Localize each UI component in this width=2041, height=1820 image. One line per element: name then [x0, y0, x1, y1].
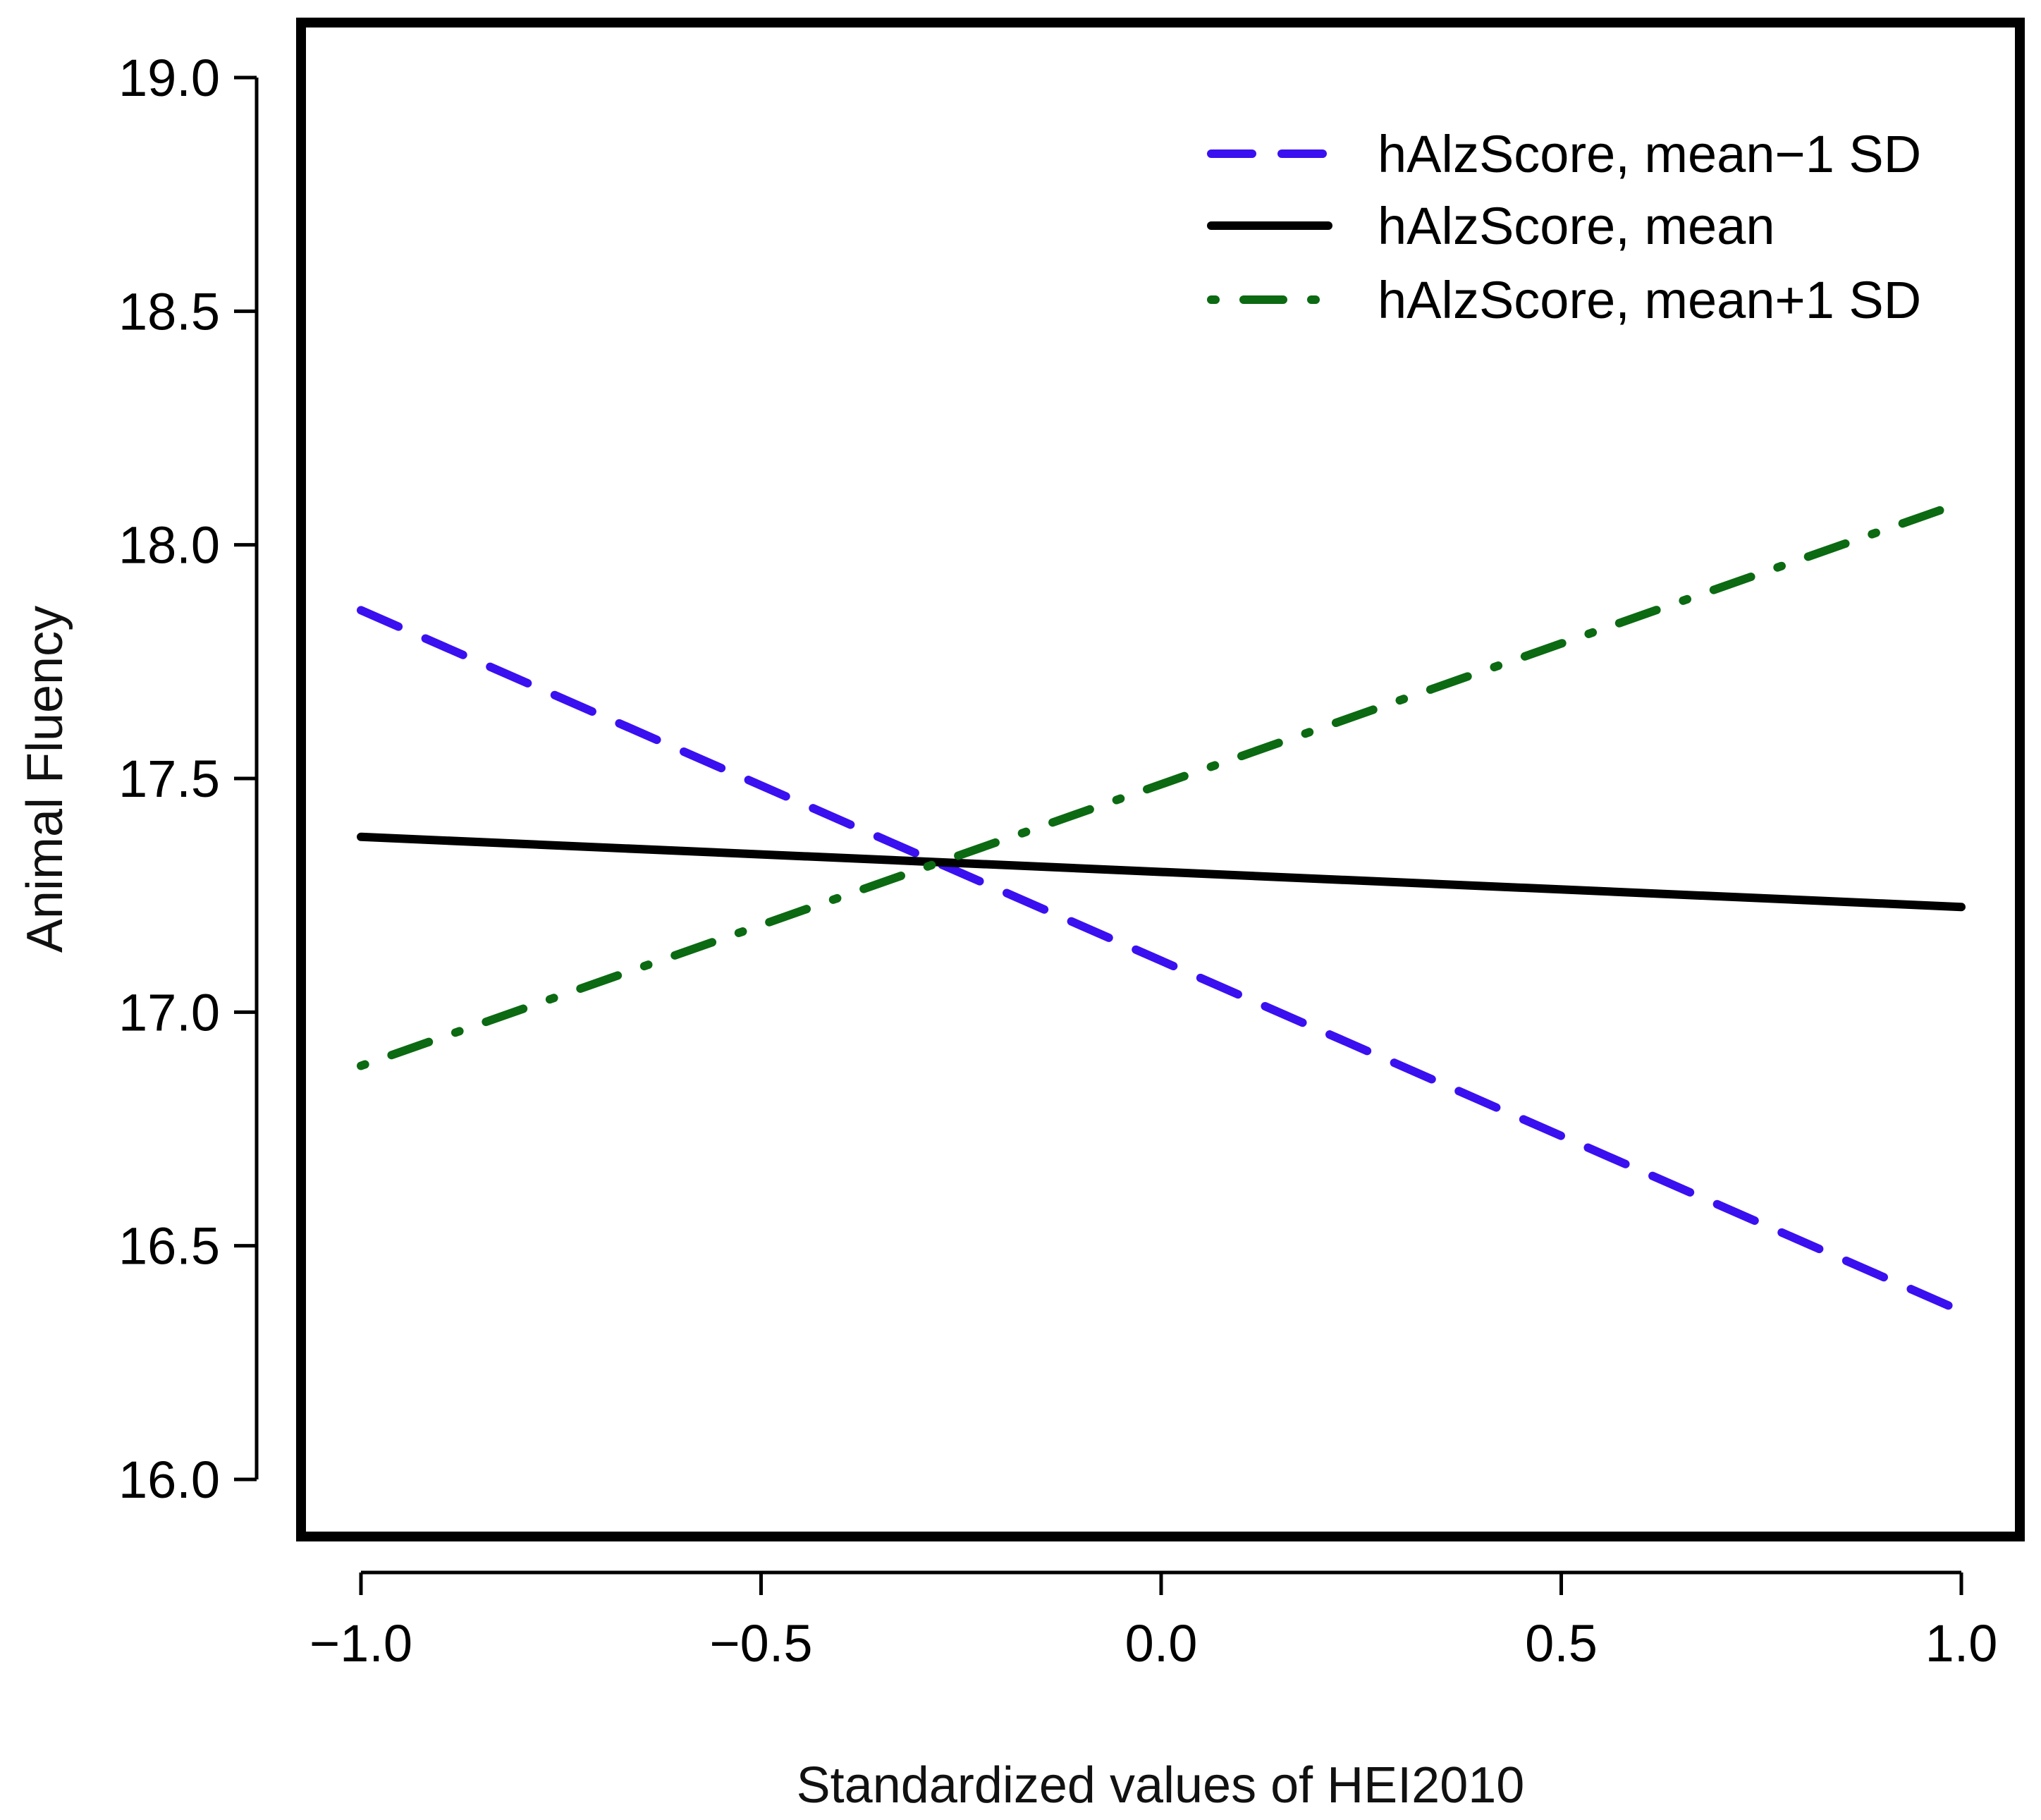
- x-tick-label: 1.0: [1925, 1614, 1998, 1673]
- x-tick-label: −1.0: [309, 1614, 412, 1673]
- legend-label-1: hAlzScore, mean−1 SD: [1378, 125, 1921, 183]
- series-line-1: [357, 606, 1966, 1316]
- y-tick-label: 19.0: [118, 49, 220, 107]
- x-axis: −1.0 −0.5 0.0 0.5 1.0: [309, 1570, 1998, 1673]
- y-tick-label: 18.5: [118, 282, 220, 341]
- x-tick-label: 0.0: [1125, 1614, 1198, 1673]
- y-axis: 16.0 16.5 17.0 17.5 18.0 18.5 19.0: [118, 49, 259, 1509]
- series-layer: [357, 499, 1966, 1316]
- y-tick-label: 17.5: [118, 750, 220, 808]
- legend: hAlzScore, mean−1 SD hAlzScore, mean hAlzS…: [1207, 125, 1921, 329]
- legend-label-2: hAlzScore, mean: [1378, 197, 1775, 255]
- x-axis-title: Standardized values of HEI2010: [797, 1757, 1525, 1814]
- y-tick-label: 17.0: [118, 983, 220, 1042]
- x-tick-label: −0.5: [709, 1614, 812, 1673]
- y-tick-label: 18.0: [118, 516, 220, 575]
- y-axis-title: Animal Fluency: [17, 606, 73, 953]
- series-line-3: [357, 499, 1966, 1070]
- plot-frame: [296, 18, 2025, 1541]
- y-tick-label: 16.5: [118, 1217, 220, 1276]
- legend-label-3: hAlzScore, mean+1 SD: [1378, 271, 1921, 329]
- series-line-2: [357, 832, 1966, 912]
- x-tick-label: 0.5: [1525, 1614, 1598, 1673]
- y-tick-label: 16.0: [118, 1450, 220, 1509]
